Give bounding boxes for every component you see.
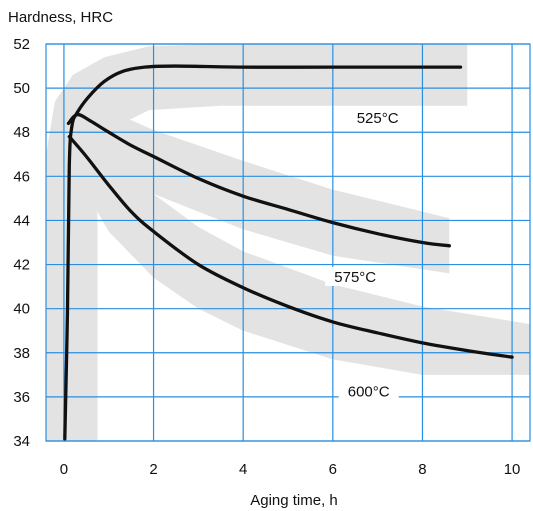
series-line-2 [66, 112, 451, 248]
band-series-1 [46, 44, 468, 441]
series-label-background-3 [338, 381, 399, 401]
y-tick-label-2: 36 [13, 389, 30, 406]
series-curves [63, 64, 514, 441]
y-tick-label-10: 52 [13, 36, 30, 53]
grid-lines [45, 43, 531, 442]
series-label-3: 600°C [348, 384, 390, 401]
plot-frame [45, 43, 531, 442]
series-labels: 525°C 575°C 600°C [325, 108, 408, 401]
y-tick-label-5: 42 [13, 257, 30, 274]
x-axis-tick-labels: 0 2 4 6 8 10 [60, 461, 521, 478]
y-tick-label-6: 44 [13, 212, 30, 229]
y-axis-title: Hardness, HRC [8, 9, 113, 26]
x-tick-label-2: 2 [149, 461, 157, 478]
x-tick-label-6: 10 [504, 461, 521, 478]
series-line-3 [67, 134, 514, 359]
y-axis-tick-labels: 34 36 38 40 42 44 46 48 50 52 [13, 36, 30, 450]
series-label-background-1 [347, 108, 408, 128]
y-tick-label-4: 40 [13, 301, 30, 318]
x-tick-label-5: 8 [418, 461, 426, 478]
y-tick-label-3: 38 [13, 345, 30, 362]
y-tick-label-9: 50 [13, 80, 30, 97]
y-tick-label-7: 46 [13, 168, 30, 185]
y-tick-label-1: 34 [13, 433, 30, 450]
series-label-background-2 [325, 266, 386, 286]
band-series-3 [70, 99, 531, 375]
x-tick-label-3: 4 [239, 461, 247, 478]
x-axis-title: Aging time, h [250, 492, 338, 509]
series-label-2: 575°C [334, 269, 376, 286]
series-line-1 [63, 64, 463, 441]
y-tick-label-8: 48 [13, 124, 30, 141]
band-series-2 [77, 110, 450, 274]
x-tick-label-4: 6 [329, 461, 337, 478]
series-label-1: 525°C [357, 110, 399, 127]
uncertainty-bands [46, 44, 531, 441]
x-tick-label-1: 0 [60, 461, 68, 478]
